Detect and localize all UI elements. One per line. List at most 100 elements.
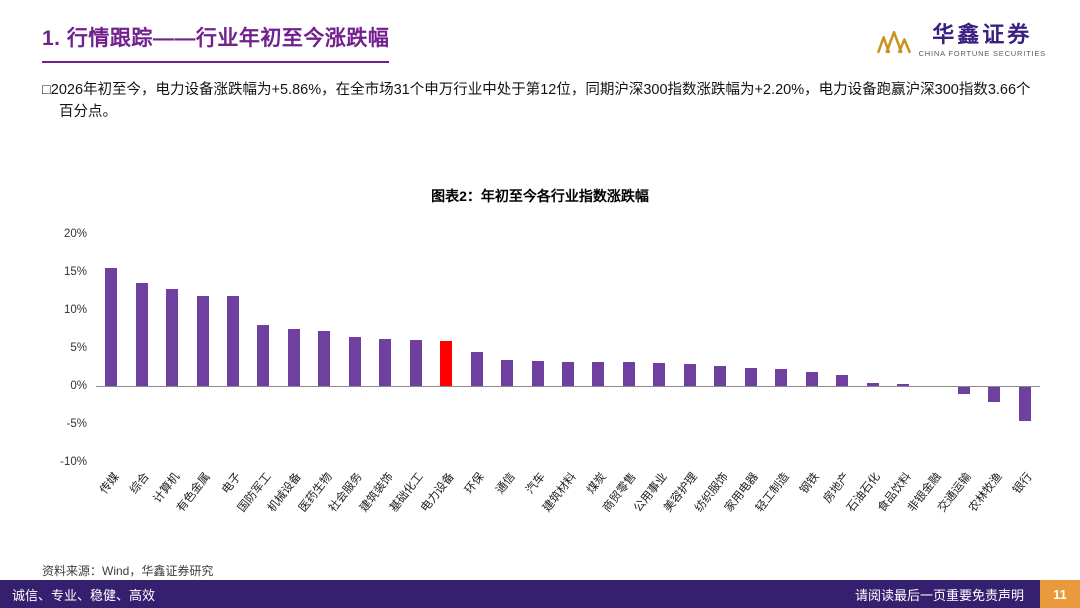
bar-slot bbox=[918, 234, 948, 462]
bar-电力设备 bbox=[440, 341, 453, 386]
footer-slogan: 诚信、专业、稳健、高效 bbox=[12, 587, 156, 603]
page-title: 1. 行情跟踪——行业年初至今涨跌幅 bbox=[42, 22, 390, 63]
bar-钢铁 bbox=[805, 371, 818, 386]
bar-煤炭 bbox=[592, 361, 605, 386]
header: 1. 行情跟踪——行业年初至今涨跌幅 华鑫证券 CHINA FORTUNE SE… bbox=[0, 0, 1080, 63]
bar-农林牧渔 bbox=[988, 385, 1001, 402]
y-axis: 20% 15% 10% 5% 0% -5% -10% bbox=[50, 228, 96, 468]
footer-bar: 诚信、专业、稳健、高效 请阅读最后一页重要免责声明 11 bbox=[0, 580, 1080, 608]
bar-国防军工 bbox=[257, 325, 270, 386]
x-label-slot: 建筑材料 bbox=[541, 462, 583, 554]
bar-slot bbox=[248, 234, 278, 462]
brand-crown-icon bbox=[876, 30, 911, 53]
bar-电子 bbox=[227, 296, 240, 386]
bar-slot bbox=[492, 234, 522, 462]
x-axis-label: 汽车 bbox=[524, 470, 548, 497]
y-axis-label: 15% bbox=[63, 265, 87, 278]
x-axis-label: 钢铁 bbox=[798, 470, 822, 497]
x-axis-label: 环保 bbox=[463, 470, 487, 497]
bar-slot bbox=[796, 234, 826, 462]
bar-slot bbox=[675, 234, 705, 462]
source-note: 资料来源：Wind，华鑫证券研究 bbox=[42, 563, 214, 578]
brand-text: 华鑫证券 CHINA FORTUNE SECURITIES bbox=[918, 22, 1046, 59]
bar-slot bbox=[431, 234, 461, 462]
bar-slot bbox=[736, 234, 766, 462]
x-axis-label: 通信 bbox=[493, 470, 518, 497]
bar-slot bbox=[888, 234, 918, 462]
plot-area bbox=[96, 234, 1040, 462]
y-axis-label: 20% bbox=[63, 227, 87, 240]
page-number: 11 bbox=[1040, 580, 1080, 608]
brand-logo: 华鑫证券 CHINA FORTUNE SECURITIES bbox=[876, 24, 1046, 58]
bar-食品饮料 bbox=[897, 383, 909, 386]
bar-slot bbox=[766, 234, 796, 462]
x-label-slot: 有色金属 bbox=[175, 462, 217, 554]
x-label-slot: 银行 bbox=[1010, 462, 1040, 554]
bar-slot bbox=[614, 234, 644, 462]
bar-slot bbox=[1010, 234, 1040, 462]
bar-家用电器 bbox=[744, 368, 757, 386]
y-axis-label: 0% bbox=[70, 379, 87, 392]
bar-slot bbox=[705, 234, 735, 462]
y-axis-label: 5% bbox=[70, 341, 87, 354]
bar-slot bbox=[96, 234, 126, 462]
bar-slot bbox=[401, 234, 431, 462]
bar-slot bbox=[157, 234, 187, 462]
x-label-slot: 农林牧渔 bbox=[967, 462, 1009, 554]
bar-机械设备 bbox=[287, 328, 300, 386]
x-axis-label: 银行 bbox=[1011, 470, 1036, 497]
bar-公用事业 bbox=[653, 363, 666, 386]
bar-通信 bbox=[501, 360, 514, 386]
footer-disclaimer: 请阅读最后一页重要免责声明 bbox=[854, 587, 1024, 603]
bar-slot bbox=[218, 234, 248, 462]
bar-slot bbox=[949, 234, 979, 462]
y-axis-label: 10% bbox=[63, 303, 87, 316]
square-bullet-icon: □ bbox=[42, 82, 51, 98]
bar-医药生物 bbox=[318, 331, 331, 386]
chart-title: 图表2：年初至今各行业指数涨跌幅 bbox=[431, 187, 649, 204]
bar-银行 bbox=[1018, 385, 1031, 421]
bar-环保 bbox=[470, 351, 483, 386]
bar-房地产 bbox=[836, 374, 849, 386]
x-label-slot: 钢铁 bbox=[796, 462, 826, 554]
bar-汽车 bbox=[531, 360, 544, 386]
bar-计算机 bbox=[166, 289, 179, 386]
bar-传媒 bbox=[105, 268, 118, 386]
bar-slot bbox=[309, 234, 339, 462]
bar-slot bbox=[126, 234, 156, 462]
bar-轻工制造 bbox=[775, 369, 788, 386]
bar-纺织服饰 bbox=[714, 366, 727, 386]
bar-社会服务 bbox=[348, 337, 361, 386]
plot-area-wrap: 传媒 综合 计算机 有色金属 电子 国防军工 机械设备 医药生物 社会服务 建筑装饰 基础化工 电力设… bbox=[96, 234, 1040, 554]
bar-slot bbox=[644, 234, 674, 462]
bar-基础化工 bbox=[409, 340, 422, 386]
bar-chart: 20% 15% 10% 5% 0% -5% -10% 传媒 综合 计算机 有色金属 电子 国防军工 机械… bbox=[50, 228, 1040, 554]
x-label-slot: 轻工制造 bbox=[754, 462, 796, 554]
x-label-slot: 通信 bbox=[492, 462, 522, 554]
bar-建筑材料 bbox=[562, 361, 575, 386]
summary-text: 2026年初至今，电力设备涨跌幅为+5.86%，在全市场31个申万行业中处于第1… bbox=[50, 82, 1031, 121]
bar-美容护理 bbox=[683, 363, 696, 386]
bar-slot bbox=[370, 234, 400, 462]
x-axis-label: 煤炭 bbox=[585, 470, 609, 497]
brand-name-cn: 华鑫证券 bbox=[932, 22, 1033, 47]
x-axis-label: 电子 bbox=[219, 470, 244, 497]
brand-name-en: CHINA FORTUNE SECURITIES bbox=[918, 49, 1046, 58]
bar-slot bbox=[522, 234, 552, 462]
bar-slot bbox=[583, 234, 613, 462]
bar-slot bbox=[979, 234, 1009, 462]
y-axis-label: -5% bbox=[66, 417, 87, 430]
bar-slot bbox=[553, 234, 583, 462]
x-label-slot: 综合 bbox=[126, 462, 156, 554]
bar-slot bbox=[857, 234, 887, 462]
bar-slot bbox=[340, 234, 370, 462]
bar-有色金属 bbox=[196, 295, 209, 386]
bar-slot bbox=[187, 234, 217, 462]
bar-石油石化 bbox=[866, 382, 879, 386]
bar-slot bbox=[279, 234, 309, 462]
x-label-slot: 电力设备 bbox=[419, 462, 461, 554]
y-axis-label: -10% bbox=[60, 455, 87, 468]
bar-交通运输 bbox=[957, 385, 970, 394]
x-axis: 传媒 综合 计算机 有色金属 电子 国防军工 机械设备 医药生物 社会服务 建筑装饰 基础化工 电力设… bbox=[96, 462, 1040, 554]
